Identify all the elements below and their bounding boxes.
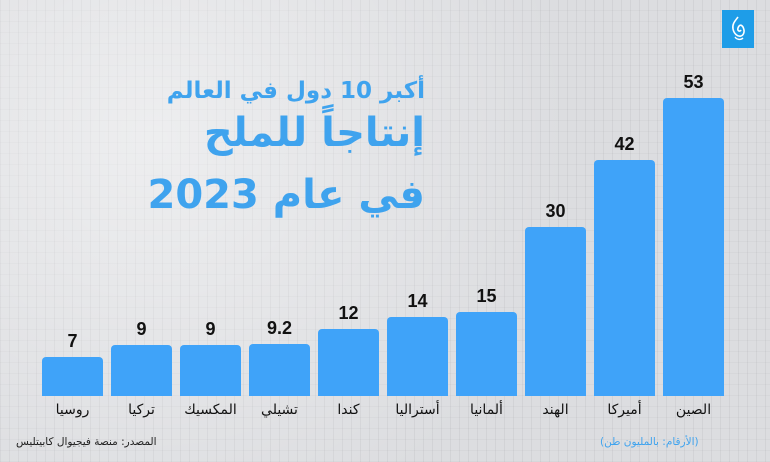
category-label: الهند bbox=[542, 402, 569, 418]
bar bbox=[42, 357, 103, 396]
bar-value-label: 30 bbox=[545, 201, 566, 221]
bar-value-label: 14 bbox=[407, 291, 428, 311]
bar bbox=[249, 344, 310, 396]
category-label: كندا bbox=[337, 402, 360, 418]
title-line-2: إنتاجاً للملح bbox=[203, 110, 425, 156]
bar-value-label: 9.2 bbox=[266, 318, 293, 338]
category-label: تشيلي bbox=[261, 402, 298, 418]
source-note: المصدر: منصة فيجيوال كابيتليس bbox=[16, 436, 157, 448]
logo bbox=[722, 10, 754, 48]
title-line-1: أكبر 10 دول في العالم bbox=[166, 78, 425, 104]
al-jazeera-logo-icon bbox=[732, 16, 745, 41]
category-label: الصين bbox=[675, 402, 712, 418]
bar bbox=[387, 317, 448, 396]
bar bbox=[111, 345, 172, 396]
bar bbox=[663, 98, 724, 396]
category-label: تركيا bbox=[128, 402, 155, 418]
category-label: أستراليا bbox=[395, 402, 440, 418]
category-label: ألمانيا bbox=[470, 402, 503, 418]
bar bbox=[456, 312, 517, 396]
category-label: روسيا bbox=[55, 402, 90, 418]
bar bbox=[594, 160, 655, 396]
bar bbox=[318, 329, 379, 396]
category-label: أميركا bbox=[607, 402, 642, 418]
bar-value-label: 9 bbox=[205, 319, 216, 339]
title-line-3: في عام 2023 bbox=[147, 172, 426, 218]
bar bbox=[180, 345, 241, 396]
bar-value-label: 15 bbox=[476, 286, 497, 306]
bar-value-label: 53 bbox=[683, 72, 704, 92]
bar-value-label: 7 bbox=[67, 331, 78, 351]
bar-value-label: 9 bbox=[136, 319, 147, 339]
bar-value-label: 42 bbox=[614, 134, 635, 154]
unit-note: (الأرقام: بالمليون طن) bbox=[600, 436, 699, 448]
bar bbox=[525, 227, 586, 396]
bar-value-label: 12 bbox=[338, 303, 359, 323]
category-label: المكسيك bbox=[184, 402, 237, 418]
